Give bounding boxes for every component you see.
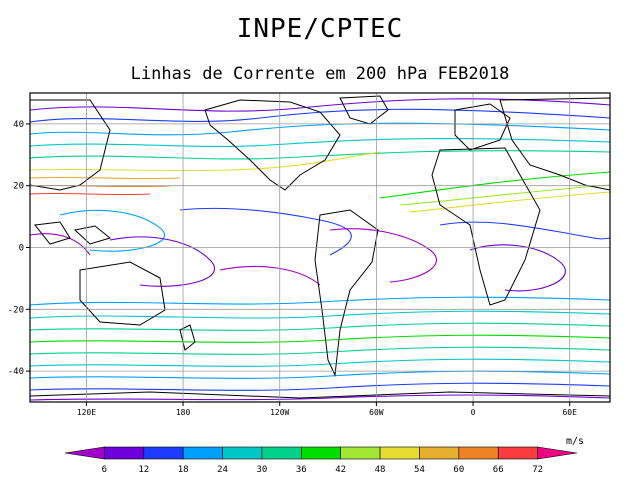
map-subtitle: Linhas de Corrente em 200 hPa FEB2018 bbox=[130, 64, 510, 84]
colorbar-label: 12 bbox=[138, 465, 149, 475]
axes: 40 20 0 -20 -40 120E 180 120W 60W 0 60E bbox=[8, 120, 577, 417]
colorbar-label: 42 bbox=[335, 465, 346, 475]
y-tick-label: 40 bbox=[13, 120, 24, 130]
colorbar-swatch bbox=[537, 446, 578, 460]
colorbar-swatch bbox=[419, 446, 460, 460]
y-tick-label: -20 bbox=[8, 305, 24, 315]
colorbar-swatch bbox=[497, 446, 538, 460]
x-tick-label: 180 bbox=[176, 408, 191, 417]
colorbar-swatch bbox=[301, 446, 341, 460]
colorbar-label: 54 bbox=[414, 465, 425, 475]
colorbar-swatch bbox=[379, 446, 420, 460]
y-tick-label: 20 bbox=[13, 182, 24, 192]
x-tick-label: 60E bbox=[562, 408, 577, 417]
x-tick-label: 60W bbox=[369, 408, 384, 417]
y-tick-label: -40 bbox=[8, 367, 24, 377]
colorbar-units: m/s bbox=[566, 436, 584, 447]
colorbar-swatch bbox=[340, 446, 381, 460]
colorbar-swatch bbox=[222, 446, 263, 460]
streamlines bbox=[30, 98, 610, 401]
y-tick-label: 0 bbox=[19, 244, 24, 254]
page-title: INPE/CPTEC bbox=[236, 14, 404, 44]
colorbar-swatch bbox=[64, 446, 105, 460]
colorbar-label: 6 bbox=[102, 465, 107, 475]
colorbar-label: 72 bbox=[532, 465, 543, 475]
colorbar-label: 60 bbox=[453, 465, 464, 475]
colorbar: 6 12 18 24 30 36 42 48 54 60 66 72 bbox=[64, 446, 578, 475]
colorbar-swatch bbox=[261, 446, 302, 460]
colorbar-swatch bbox=[458, 446, 499, 460]
colorbar-label: 18 bbox=[178, 465, 189, 475]
colorbar-label: 36 bbox=[296, 465, 307, 475]
x-tick-label: 0 bbox=[471, 408, 476, 417]
colorbar-label: 24 bbox=[217, 465, 228, 475]
x-tick-label: 120E bbox=[77, 408, 96, 417]
colorbar-label: 48 bbox=[375, 465, 386, 475]
colorbar-label: 66 bbox=[493, 465, 504, 475]
colorbar-swatch bbox=[104, 446, 145, 460]
colorbar-swatch bbox=[143, 446, 184, 460]
colorbar-swatch bbox=[182, 446, 223, 460]
colorbar-label: 30 bbox=[257, 465, 268, 475]
lat-lon-grid bbox=[30, 93, 610, 402]
x-tick-label: 120W bbox=[270, 408, 289, 417]
